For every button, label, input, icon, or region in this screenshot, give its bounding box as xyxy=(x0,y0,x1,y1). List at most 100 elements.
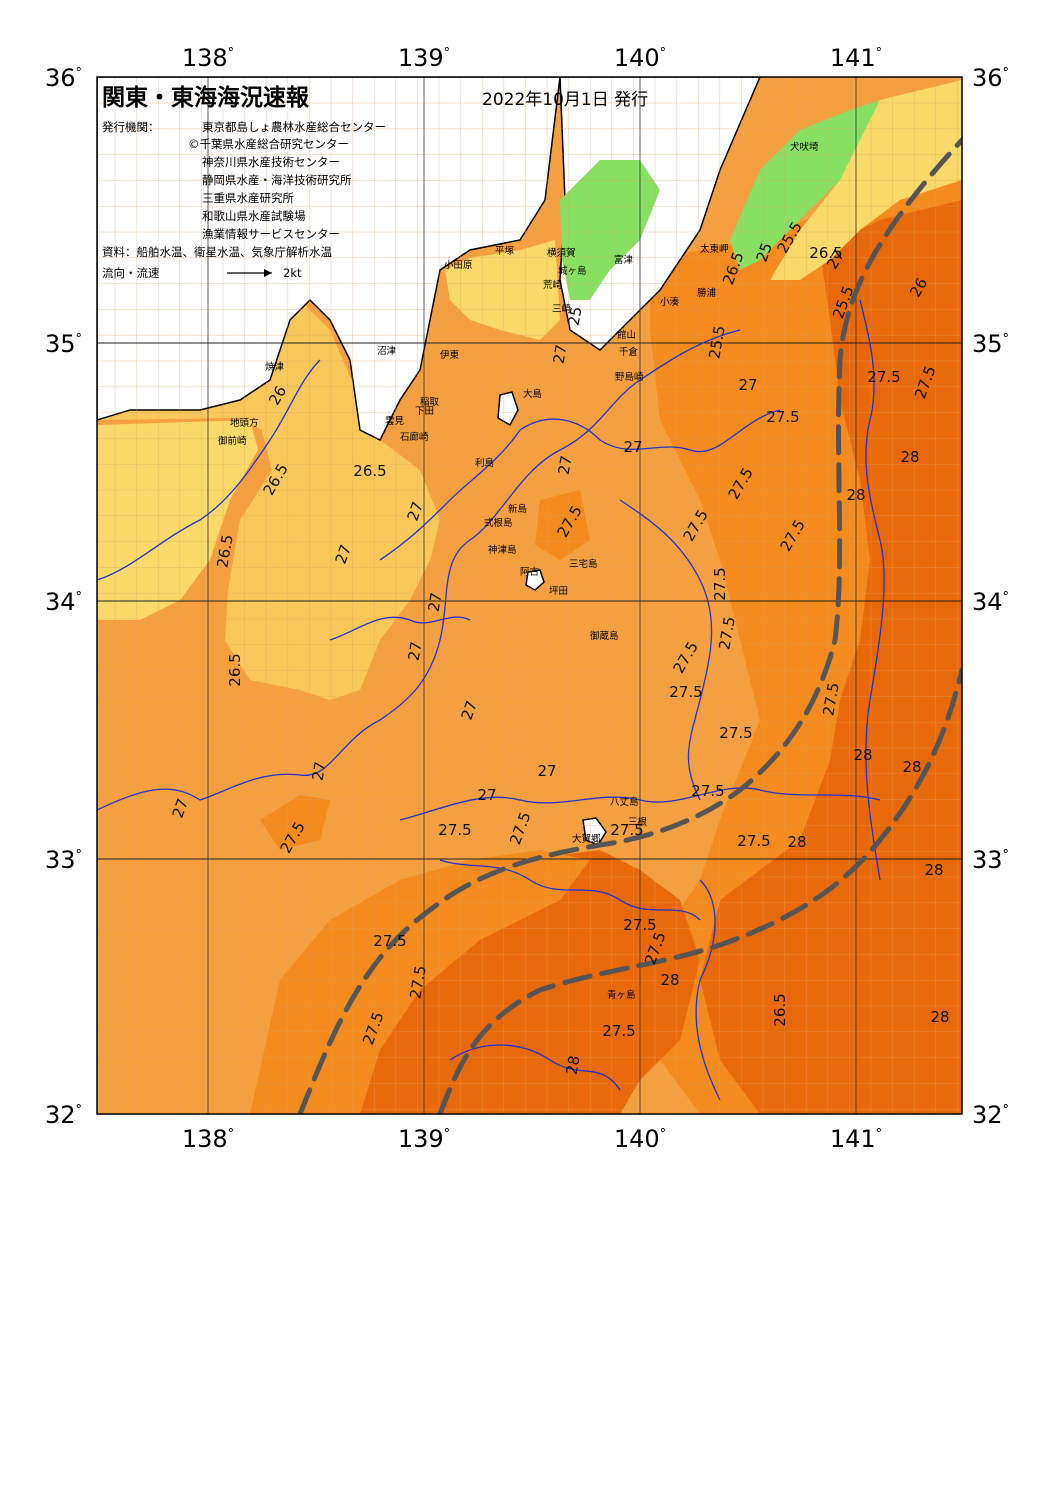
place-name: 八丈島 xyxy=(610,796,639,808)
sea-25-outer-boso xyxy=(730,100,880,270)
isotherm-label: 25.5 xyxy=(705,324,729,360)
sea-28-region-south xyxy=(330,850,700,1114)
isotherm-label: 25 xyxy=(753,240,776,264)
isotherm-label: 26.5 xyxy=(809,244,842,262)
place-name: 勝浦 xyxy=(697,287,717,299)
place-name: 焼津 xyxy=(265,361,285,373)
place-name: 千倉 xyxy=(619,346,639,358)
isotherm-label: 27.5 xyxy=(373,932,406,950)
place-name: 小湊 xyxy=(660,296,680,308)
longitude-label-top: 140° xyxy=(614,44,666,72)
place-name: 荒崎 xyxy=(543,279,563,291)
place-name: 地頭方 xyxy=(230,417,259,429)
latitude-label-right: 35° xyxy=(972,330,1009,358)
place-name: 館山 xyxy=(617,329,636,341)
place-name: 富津 xyxy=(614,254,634,266)
latitude-label-left: 36° xyxy=(45,64,82,92)
sea-26-sagami-bay xyxy=(445,240,560,340)
place-name: 小田原 xyxy=(444,260,473,271)
latitude-label-left: 35° xyxy=(45,330,82,358)
place-name: 横須賀 xyxy=(547,247,576,259)
isotherm-label: 27.5 xyxy=(406,964,430,1000)
place-name: 御蔵島 xyxy=(590,630,619,642)
map-frame xyxy=(96,76,963,1115)
place-name: 沼津 xyxy=(377,346,397,357)
place-name: 雲見 xyxy=(385,416,405,427)
isotherm-label: 27.5 xyxy=(867,368,900,386)
place-name: 野島崎 xyxy=(615,371,644,383)
issuer-label: 発行機関： xyxy=(102,120,160,134)
place-name: 城ヶ島 xyxy=(558,265,587,277)
latitude-label-left: 33° xyxy=(45,846,82,874)
place-name: 御前崎 xyxy=(218,435,247,447)
isotherm-label: 27 xyxy=(405,640,426,662)
longitude-label-top: 141° xyxy=(830,44,882,72)
isotherm-27-line-2 xyxy=(379,409,781,561)
sea-27-5-patch-2 xyxy=(535,490,590,560)
flow-legend-value: 2kt xyxy=(283,266,302,280)
place-name: 利島 xyxy=(475,457,494,469)
sea-28-region-east xyxy=(700,200,962,1114)
land-izu-peninsula xyxy=(97,77,561,442)
isotherm-label: 26.5 xyxy=(213,533,237,569)
map-title: 関東・東海海況速報 xyxy=(102,84,310,111)
isotherm-label: 28 xyxy=(787,833,806,851)
longitude-label-bottom: 140° xyxy=(614,1125,666,1153)
isotherm-label: 25 xyxy=(565,305,586,327)
land-boso-peninsula xyxy=(559,77,761,351)
place-name: 大島 xyxy=(523,388,542,400)
place-name: 犬吠埼 xyxy=(790,141,819,153)
isotherm-label: 27.5 xyxy=(766,408,799,426)
isotherm-label: 27.5 xyxy=(669,683,702,701)
place-name: 平塚 xyxy=(495,246,515,257)
isotherm-label: 28 xyxy=(900,448,919,466)
isotherm-label: 26.5 xyxy=(226,653,244,686)
land-izu-oshima xyxy=(497,391,519,427)
isotherm-label: 27 xyxy=(537,762,556,780)
isotherm-label: 27.5 xyxy=(623,916,656,934)
isotherm-27-5-line-2 xyxy=(619,499,713,801)
issuer-6: 漁業情報サービスセンター xyxy=(202,227,340,241)
issuer-3: 静岡県水産・海洋技術研究所 xyxy=(202,173,352,187)
place-name: 新島 xyxy=(508,503,527,515)
map-header: 関東・東海海況速報 2022年10月1日 発行 発行機関： 東京都島しょ農林水産… xyxy=(102,84,648,280)
isotherm-label: 27.5 xyxy=(719,724,752,742)
isotherm-label: 28 xyxy=(563,1054,584,1076)
latitude-label-left: 34° xyxy=(45,588,82,616)
isotherm-label: 27.5 xyxy=(610,821,643,839)
sea-27-5-patch-1 xyxy=(260,795,330,850)
isotherm-28-line-1 xyxy=(695,879,721,1101)
issue-date: 2022年10月1日 発行 xyxy=(482,90,648,110)
place-name: 三宅島 xyxy=(569,558,598,570)
issuer-2: 神奈川県水産技術センター xyxy=(202,155,340,169)
place-name: 太東岬 xyxy=(700,243,729,255)
place-name: 青ヶ島 xyxy=(607,989,636,1001)
place-name: 石廊崎 xyxy=(400,431,429,443)
latitude-label-right: 33° xyxy=(972,846,1009,874)
place-name: 式根島 xyxy=(484,517,513,529)
isotherm-26-5-line xyxy=(97,359,321,581)
coordinate-labels: 138° 138° 139° 139° 140° 140° 141° 141° 36° 36° 35… xyxy=(45,44,1009,1153)
isotherm-label: 27 xyxy=(425,591,446,613)
isotherm-contours xyxy=(97,299,885,1101)
sea-27-5-patch-3 xyxy=(730,440,790,510)
isotherm-label: 28 xyxy=(846,486,865,504)
place-name: 下田 xyxy=(415,406,434,417)
isotherm-label: 27.5 xyxy=(691,782,724,800)
isotherm-label: 27.5 xyxy=(715,615,739,651)
isotherm-label: 27 xyxy=(309,760,330,782)
place-name: 神津島 xyxy=(488,544,517,556)
isotherm-28-line-3 xyxy=(449,1044,621,1091)
isotherm-labels: 2626.526.526.526.526.5272727272727272727… xyxy=(169,219,950,1077)
isotherm-27-line-3 xyxy=(439,859,701,921)
isotherm-label: 28 xyxy=(930,1008,949,1026)
place-name: 三根 xyxy=(628,816,648,828)
kuroshio-axis-south xyxy=(437,667,962,1114)
longitude-label-top: 138° xyxy=(182,44,234,72)
latitude-label-left: 32° xyxy=(45,1101,82,1129)
issuer-1: ©千葉県水産総合研究センター xyxy=(188,137,349,151)
place-name: 大賀郷 xyxy=(572,833,601,845)
sea-25-tokyo-bay xyxy=(560,160,660,300)
